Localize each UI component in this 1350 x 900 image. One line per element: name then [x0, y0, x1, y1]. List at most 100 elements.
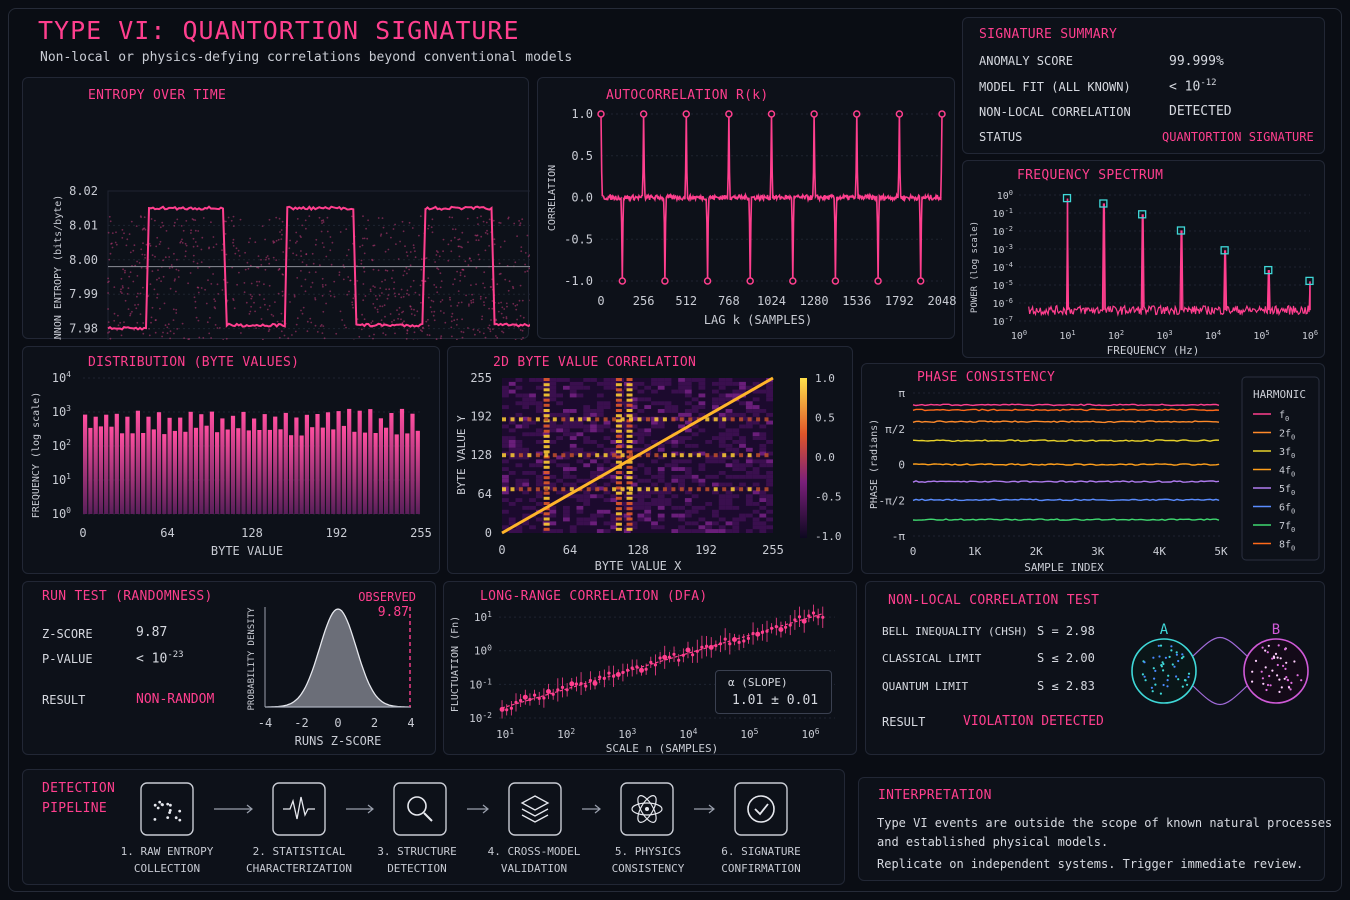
- entropy-noise-point: [148, 334, 151, 337]
- corr2d-cell: [508, 420, 516, 425]
- entropy-noise-point: [192, 245, 195, 248]
- corr2d-hot-cell: [626, 460, 633, 464]
- entropy-noise-point: [401, 220, 404, 223]
- entropy-noise-point: [387, 248, 390, 251]
- corr2d-hot-cell: [626, 403, 633, 407]
- entropy-noise-point: [162, 259, 165, 262]
- entropy-noise-point: [376, 311, 379, 313]
- entropy-series-line: [107, 205, 530, 331]
- entropy-noise-point: [131, 310, 133, 313]
- node-b-particle: [1288, 686, 1291, 689]
- entropy-noise-point: [488, 245, 490, 247]
- entropy-noise-point: [501, 330, 503, 333]
- corr2d-cell: [766, 494, 773, 499]
- entropy-noise-point: [503, 240, 506, 243]
- corr2d-cell: [644, 443, 652, 448]
- node-b-particle: [1266, 683, 1270, 687]
- corr2d-cell: [502, 389, 509, 394]
- corr2d-cell: [610, 378, 618, 382]
- entropy-noise-point: [142, 286, 144, 289]
- corr2d-hot-cell: [756, 417, 761, 422]
- dfa-xtick: 106: [802, 727, 820, 741]
- entropy-noise-point: [488, 218, 491, 221]
- entropy-noise-point: [394, 295, 397, 298]
- corr2d-cell: [576, 494, 584, 499]
- corr2d-hot-cell: [578, 417, 583, 422]
- spectrum-xtick: 103: [1156, 329, 1172, 342]
- corr2d-cell: [603, 455, 611, 460]
- distribution-bar: [384, 427, 389, 514]
- corr2d-cell: [556, 463, 563, 468]
- corr2d-cell: [732, 393, 740, 398]
- node-a-particle: [1180, 657, 1184, 660]
- entropy-noise-point: [362, 237, 364, 240]
- distribution-bar: [399, 408, 405, 514]
- corr2d-cell: [759, 389, 767, 394]
- corr2d-cell: [766, 525, 773, 530]
- corr2d-cell: [583, 455, 591, 460]
- autocorr-ytick: 1.0: [571, 107, 593, 121]
- corr2d-hot-cell: [679, 453, 684, 458]
- corr2d-cell: [508, 447, 516, 452]
- corr2d-cell: [637, 440, 645, 444]
- corr2d-hot-cell: [654, 453, 659, 458]
- entropy-noise-point: [309, 317, 312, 320]
- corr2d-cell: [739, 513, 746, 518]
- corr2d-cell: [691, 424, 699, 429]
- dfa-point: [588, 678, 592, 683]
- entropy-noise-point: [467, 241, 469, 244]
- corr2d-cell: [508, 443, 516, 448]
- corr2d-cell: [664, 502, 672, 506]
- entropy-noise-point: [173, 225, 176, 227]
- entropy-noise-point: [497, 302, 500, 304]
- entropy-noise-point: [116, 329, 118, 332]
- node-a-particle: [1143, 675, 1146, 678]
- entropy-noise-point: [214, 324, 217, 326]
- entropy-noise-point: [192, 254, 195, 257]
- entropy-noise-point: [168, 256, 171, 258]
- entropy-noise-point: [505, 302, 508, 305]
- corr2d-cell: [596, 412, 604, 417]
- autocorr-peak-marker: [895, 110, 904, 118]
- corr2d-cell: [535, 440, 543, 444]
- entropy-noise-point: [474, 234, 477, 237]
- corr2d-cell: [590, 494, 597, 499]
- corr2d-cell: [678, 517, 685, 522]
- corr2d-hot-cell: [543, 450, 550, 454]
- entropy-noise-point: [172, 319, 175, 321]
- corr2d-cell: [569, 529, 577, 533]
- entropy-noise-point: [126, 293, 129, 295]
- node-b-particle: [1260, 670, 1263, 673]
- entropy-noise-point: [472, 301, 475, 304]
- corr2d-cell: [712, 401, 719, 406]
- entropy-noise-point: [210, 337, 213, 339]
- entropy-noise-point: [177, 269, 180, 272]
- entropy-noise-point: [280, 312, 283, 315]
- node-b-particle: [1269, 684, 1272, 687]
- entropy-noise-point: [111, 246, 114, 249]
- node-a-particle: [1152, 656, 1155, 659]
- distribution-bar: [204, 425, 209, 514]
- corr2d-cell: [725, 455, 733, 460]
- node-b-particle: [1284, 648, 1287, 651]
- corr2d-cell: [549, 509, 557, 514]
- corr2d-cell: [718, 459, 726, 464]
- distribution-title: DISTRIBUTION (BYTE VALUES): [88, 355, 300, 370]
- distribution-bar: [320, 427, 325, 514]
- corr2d-cell: [678, 529, 685, 533]
- corr2d-cell: [691, 432, 699, 437]
- corr2d-cell: [549, 428, 557, 433]
- entropy-noise-point: [352, 297, 355, 300]
- entropy-noise-point: [412, 339, 415, 340]
- corr2d-cell: [623, 513, 631, 518]
- dfa-point: [774, 625, 778, 629]
- entropy-noise-point: [306, 330, 309, 333]
- distribution-bar: [156, 412, 162, 514]
- entropy-noise-point: [482, 332, 485, 335]
- pipeline-icon-box: [734, 782, 788, 836]
- distribution-bar: [252, 418, 257, 514]
- node-a-particle: [1175, 675, 1178, 678]
- corr2d-cell: [569, 443, 577, 448]
- corr2d-cell: [732, 494, 740, 499]
- corr2d-cell: [637, 502, 645, 506]
